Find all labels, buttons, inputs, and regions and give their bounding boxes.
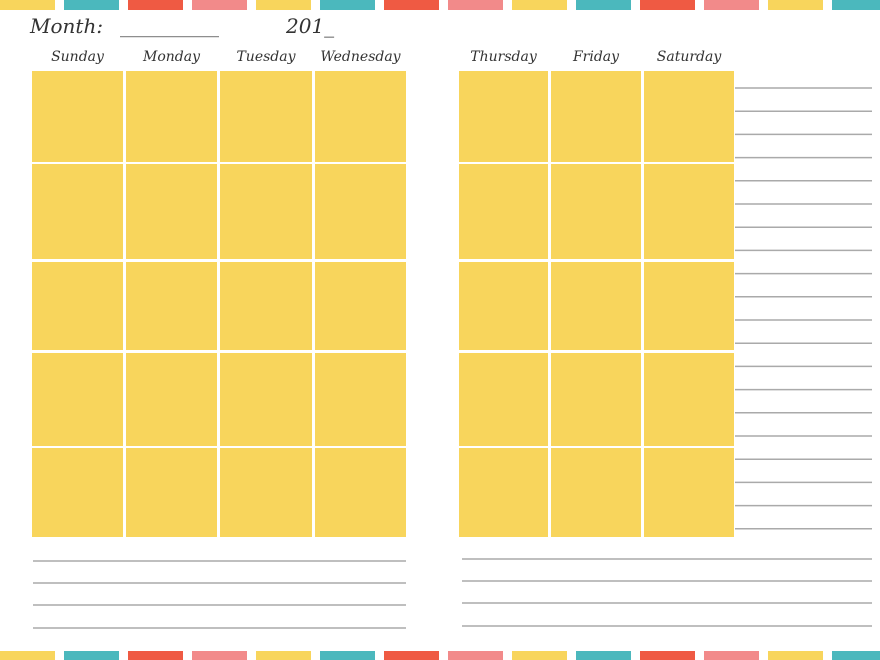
day-cell	[459, 164, 548, 259]
day-cell	[32, 262, 123, 350]
day-cell	[315, 448, 406, 537]
day-cell	[126, 353, 217, 446]
stripe	[640, 0, 695, 10]
day-cell	[551, 71, 641, 162]
stripe	[0, 651, 55, 660]
day-cell	[126, 71, 217, 162]
day-cell	[459, 71, 548, 162]
day-cell	[551, 262, 641, 350]
day-cell	[220, 164, 312, 259]
stripe	[768, 651, 823, 660]
stripe	[384, 0, 439, 10]
day-cell	[459, 448, 548, 537]
stripe	[256, 0, 311, 10]
stripe	[768, 0, 823, 10]
day-cell	[126, 448, 217, 537]
stripe	[512, 651, 567, 660]
day-cell	[32, 353, 123, 446]
stripe	[256, 651, 311, 660]
day-name: Wednesday	[320, 49, 401, 65]
day-cell	[315, 71, 406, 162]
stripe	[128, 0, 183, 10]
day-cell	[315, 353, 406, 446]
day-cell	[315, 164, 406, 259]
day-cell	[644, 262, 734, 350]
day-cell	[644, 164, 734, 259]
day-cell	[220, 262, 312, 350]
stripe	[448, 651, 503, 660]
stripe	[320, 0, 375, 10]
day-cell	[32, 164, 123, 259]
day-name: Tuesday	[236, 49, 296, 65]
stripe	[640, 651, 695, 660]
calendar-grid: Sunday Monday Tuesday Wednesday Thursday Frid…	[32, 49, 872, 629]
day-cell	[220, 448, 312, 537]
day-cell	[644, 353, 734, 446]
day-name: Saturday	[657, 49, 723, 65]
day-cell	[126, 164, 217, 259]
day-name: Friday	[572, 49, 620, 65]
month-label: Month:	[29, 14, 103, 38]
day-cell	[551, 353, 641, 446]
stripe	[448, 0, 503, 10]
stripe	[512, 0, 567, 10]
day-cell	[459, 353, 548, 446]
stripe	[576, 0, 631, 10]
stripe	[704, 0, 759, 10]
day-cell	[32, 71, 123, 162]
stripe	[832, 0, 880, 10]
day-cell	[459, 262, 548, 350]
day-cell	[644, 71, 734, 162]
stripe	[384, 651, 439, 660]
day-cell	[126, 262, 217, 350]
year-label: 201_	[285, 14, 334, 38]
day-cell	[551, 164, 641, 259]
stripe	[832, 651, 880, 660]
stripe	[320, 651, 375, 660]
day-cell	[644, 448, 734, 537]
day-cell	[220, 353, 312, 446]
stripe	[192, 651, 247, 660]
stripe	[192, 0, 247, 10]
stripe	[576, 651, 631, 660]
day-name: Sunday	[51, 49, 105, 65]
day-cell	[32, 448, 123, 537]
stripe	[64, 0, 119, 10]
stripe	[128, 651, 183, 660]
day-name: Thursday	[470, 49, 538, 65]
month-blank: ___________	[120, 17, 219, 38]
day-name: Monday	[142, 49, 201, 65]
stripe	[704, 651, 759, 660]
day-cell	[551, 448, 641, 537]
stripe	[64, 651, 119, 660]
day-cell	[220, 71, 312, 162]
stripe	[0, 0, 55, 10]
day-cell	[315, 262, 406, 350]
